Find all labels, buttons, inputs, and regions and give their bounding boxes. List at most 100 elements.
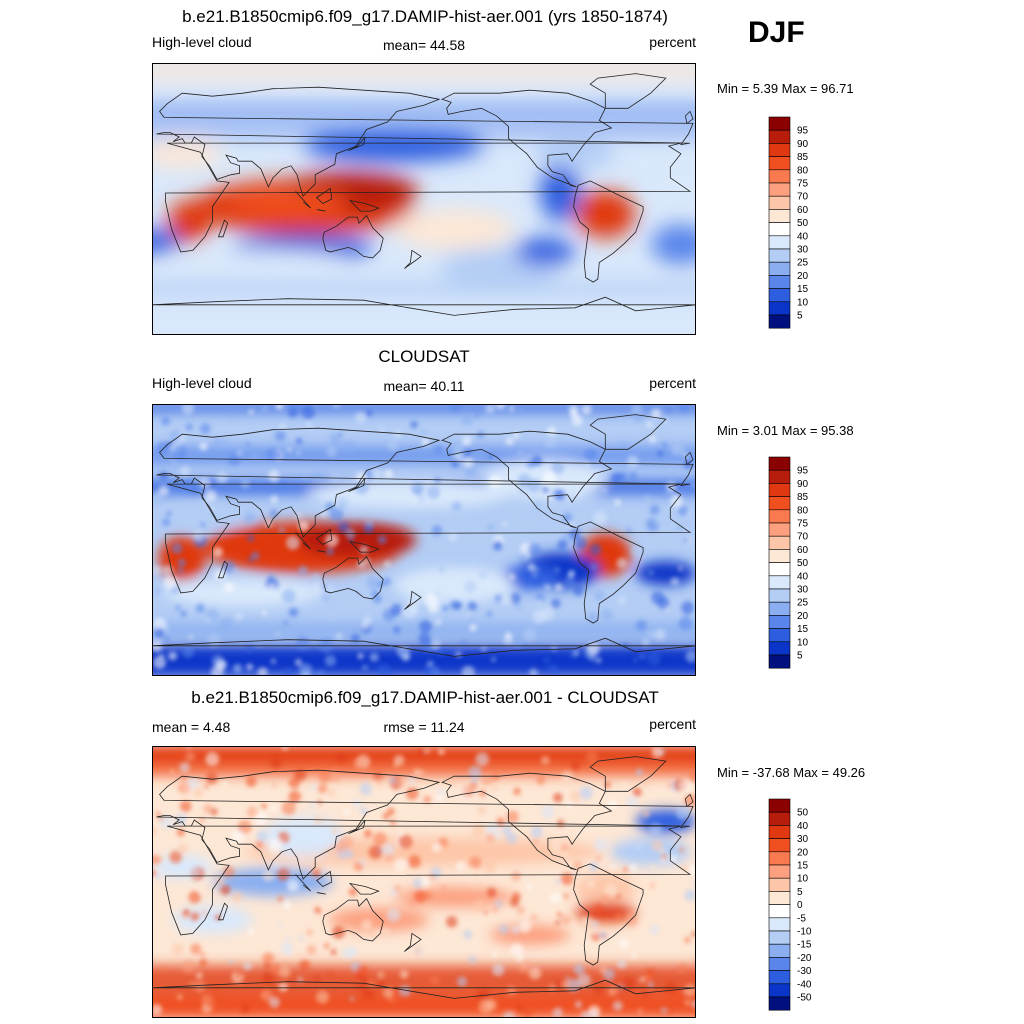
colorbar2-tick-5: 70	[797, 532, 809, 543]
colorbar3-swatch-13	[768, 970, 791, 985]
panel2-right-label: percent	[649, 375, 696, 391]
colorbar1-swatch-11	[768, 261, 791, 276]
colorbar1-tick-1: 90	[797, 139, 809, 150]
colorbar3-tick-8: -5	[797, 913, 806, 924]
colorbar2-swatch-14	[768, 641, 791, 656]
colorbar3-swatch-7	[768, 891, 791, 905]
coastlines-3	[152, 756, 696, 999]
panel1-title: b.e21.B1850cmip6.f09_g17.DAMIP-hist-aer.…	[182, 7, 668, 26]
panel3-right-label: percent	[649, 716, 696, 732]
panel2-left-label: High-level cloud	[152, 375, 252, 391]
colorbar1-tick-3: 80	[797, 165, 809, 176]
colorbar1-tick-7: 50	[797, 218, 809, 229]
field-layer-3	[152, 746, 696, 1018]
panel3-title: b.e21.B1850cmip6.f09_g17.DAMIP-hist-aer.…	[191, 688, 659, 707]
colorbar3-tick-0: 50	[797, 808, 809, 819]
colorbar1-swatch-13	[768, 288, 791, 303]
colorbar3-swatch-1	[768, 811, 791, 826]
colorbar3-tick-13: -40	[797, 979, 812, 990]
colorbar2-tick-2: 85	[797, 492, 809, 503]
colorbar2-swatch-3	[768, 496, 791, 511]
colorbar1-tick-8: 40	[797, 231, 809, 242]
colorbar3-swatch-11	[768, 943, 791, 958]
colorbar2-tick-6: 60	[797, 545, 809, 556]
colorbar1-tick-10: 25	[797, 258, 809, 269]
colorbar3-swatch-14	[768, 983, 791, 998]
colorbar3-swatch-8	[768, 904, 791, 919]
coastlines-2	[152, 414, 696, 657]
colorbar2-tick-4: 75	[797, 519, 809, 530]
colorbar1-swatch-14	[768, 301, 791, 316]
season-label: DJF	[748, 16, 805, 49]
colorbar2-swatch-15	[768, 654, 791, 669]
colorbar1-tick-5: 70	[797, 192, 809, 203]
panel3-map	[152, 746, 696, 1018]
colorbar1-swatch-2	[768, 143, 791, 157]
colorbar3-tick-4: 15	[797, 861, 809, 872]
colorbar1-swatch-15	[768, 314, 791, 329]
colorbar3-swatch-12	[768, 957, 791, 971]
colorbar1-swatch-1	[768, 129, 791, 144]
colorbar2-swatch-0	[768, 456, 791, 471]
panel1-minmax: Min = 5.39 Max = 96.71	[717, 81, 854, 96]
panel2-colorbar: 95 90 85 80 75 70 60 50 40 30 25 20 15 10 5	[768, 456, 809, 669]
colorbar2-swatch-13	[768, 628, 791, 643]
map-frame-2	[152, 404, 696, 676]
colorbar1-swatch-10	[768, 248, 791, 263]
colorbar1-swatch-6	[768, 195, 791, 210]
panel2-title: CLOUDSAT	[378, 347, 470, 366]
panel3-center-label: rmse = 11.24	[383, 719, 465, 735]
colorbar2-tick-9: 30	[797, 585, 809, 596]
colorbar1-tick-12: 15	[797, 284, 809, 295]
colorbar3-swatch-3	[768, 838, 791, 853]
colorbar1-tick-13: 10	[797, 297, 809, 308]
colorbar1-tick-14: 5	[797, 311, 803, 322]
map-frame-3	[152, 746, 696, 1018]
panel3-minmax: Min = -37.68 Max = 49.26	[717, 765, 866, 780]
colorbar2-swatch-6	[768, 535, 791, 550]
field-layer-1	[152, 63, 696, 335]
panel2-center-label: mean= 40.11	[383, 378, 465, 394]
colorbar2-swatch-12	[768, 615, 791, 629]
colorbar2-tick-12: 15	[797, 624, 809, 635]
panel2-map	[152, 404, 696, 676]
panel1-map	[152, 63, 696, 335]
colorbar1-swatch-0	[768, 116, 791, 131]
colorbar1-swatch-9	[768, 235, 791, 250]
colorbar2-tick-13: 10	[797, 637, 809, 648]
colorbar2-tick-11: 20	[797, 611, 809, 622]
colorbar3-tick-2: 30	[797, 834, 809, 845]
colorbar1-swatch-4	[768, 169, 791, 184]
panel2-minmax: Min = 3.01 Max = 95.38	[717, 423, 854, 438]
colorbar2-swatch-1	[768, 469, 791, 484]
colorbar3-tick-11: -20	[797, 953, 812, 964]
colorbar3-swatch-5	[768, 864, 791, 879]
panel1-center-label: mean= 44.58	[382, 37, 466, 53]
colorbar3-swatch-4	[768, 851, 791, 866]
colorbar1-swatch-7	[768, 209, 791, 223]
colorbar1-swatch-12	[768, 275, 791, 289]
colorbar3-swatch-6	[768, 877, 791, 892]
colorbar2-swatch-9	[768, 575, 791, 590]
colorbar3-swatch-0	[768, 798, 791, 813]
colorbar3-tick-5: 10	[797, 874, 809, 885]
colorbar1-tick-4: 75	[797, 179, 809, 190]
panel3-left-label: mean = 4.48	[152, 719, 231, 735]
colorbar3-tick-9: -10	[797, 927, 812, 938]
colorbar3-tick-6: 5	[797, 887, 803, 898]
colorbar3-tick-7: 0	[797, 900, 803, 911]
colorbar2-tick-14: 5	[797, 651, 803, 662]
colorbar3-tick-12: -30	[797, 966, 812, 977]
colorbar1-tick-9: 30	[797, 245, 809, 256]
colorbar3-swatch-9	[768, 917, 791, 932]
colorbar2-swatch-2	[768, 483, 791, 497]
colorbar1-tick-2: 85	[797, 152, 809, 163]
coastlines-1	[152, 73, 696, 316]
colorbar2-tick-3: 80	[797, 505, 809, 516]
colorbar1-tick-11: 20	[797, 271, 809, 282]
colorbar1-tick-6: 60	[797, 205, 809, 216]
colorbar2-swatch-8	[768, 562, 791, 577]
colorbar3-tick-1: 40	[797, 821, 809, 832]
colorbar2-swatch-10	[768, 588, 791, 603]
